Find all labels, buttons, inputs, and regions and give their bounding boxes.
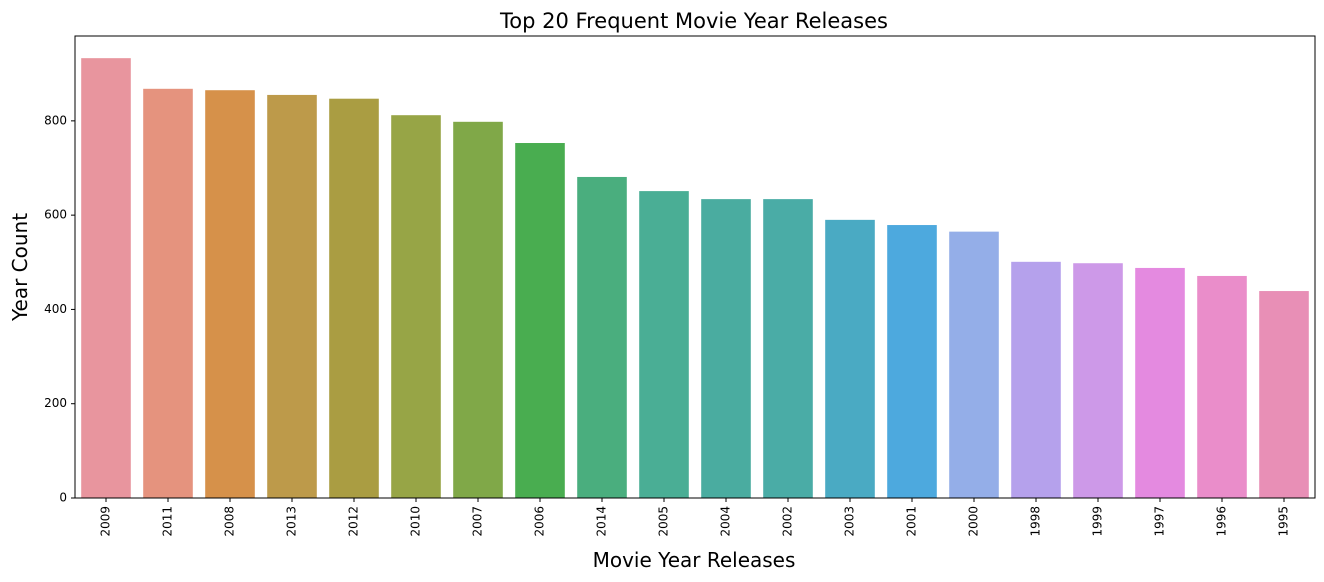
x-tick-label: 2006 bbox=[533, 506, 547, 537]
bar-2008 bbox=[205, 90, 255, 498]
bar-1995 bbox=[1259, 291, 1309, 498]
x-tick-label: 2004 bbox=[719, 506, 733, 537]
bar-2011 bbox=[143, 88, 193, 499]
plot-frame bbox=[74, 35, 1316, 499]
x-tick-label: 2011 bbox=[161, 506, 175, 537]
x-tick-label: 2005 bbox=[657, 506, 671, 537]
x-tick-label: 2003 bbox=[843, 506, 857, 537]
x-tick-label: 1999 bbox=[1091, 506, 1105, 537]
y-tick-label: 800 bbox=[44, 113, 67, 127]
y-tick-label: 400 bbox=[44, 302, 67, 316]
bar-2000 bbox=[949, 231, 999, 498]
x-tick-label: 1996 bbox=[1215, 506, 1229, 537]
bar-1998 bbox=[1011, 261, 1061, 498]
bar-2010 bbox=[391, 115, 441, 498]
x-tick-label: 2002 bbox=[781, 506, 795, 537]
bar-2004 bbox=[701, 199, 751, 498]
y-tick-label: 600 bbox=[44, 208, 67, 222]
bar-2013 bbox=[267, 94, 317, 498]
x-tick-label: 1995 bbox=[1277, 506, 1291, 537]
bar-1997 bbox=[1135, 267, 1185, 498]
x-tick-label: 2000 bbox=[967, 506, 981, 537]
x-tick-label: 2014 bbox=[595, 506, 609, 537]
y-tick-label: 0 bbox=[59, 491, 67, 505]
bar-2002 bbox=[763, 199, 813, 498]
bar-2006 bbox=[515, 143, 565, 498]
x-axis: 2009 2011 2008 2013 2012 2010 2007 2006 2014 2005… bbox=[99, 498, 1291, 537]
bars-group bbox=[81, 58, 1309, 499]
x-tick-label: 1997 bbox=[1153, 506, 1167, 537]
bar-2003 bbox=[825, 219, 875, 498]
x-tick-label: 2009 bbox=[99, 506, 113, 537]
x-tick-label: 1998 bbox=[1029, 506, 1043, 537]
bar-2005 bbox=[639, 191, 689, 498]
y-axis-title: Year Count bbox=[8, 213, 32, 322]
x-tick-label: 2001 bbox=[905, 506, 919, 537]
x-tick-label: 2008 bbox=[223, 506, 237, 537]
bar-2001 bbox=[887, 225, 937, 499]
x-tick-label: 2007 bbox=[471, 506, 485, 537]
x-tick-label: 2012 bbox=[347, 506, 361, 537]
bar-2007 bbox=[453, 121, 503, 499]
y-axis: 0 200 400 600 800 bbox=[44, 113, 75, 505]
bar-1999 bbox=[1073, 263, 1123, 498]
chart-title: Top 20 Frequent Movie Year Releases bbox=[499, 9, 888, 33]
x-tick-label: 2013 bbox=[285, 506, 299, 537]
bar-2009 bbox=[81, 58, 131, 499]
y-tick-label: 200 bbox=[44, 396, 67, 410]
x-tick-label: 2010 bbox=[409, 506, 423, 537]
bar-2012 bbox=[329, 98, 379, 498]
bar-1996 bbox=[1197, 275, 1247, 498]
x-axis-title: Movie Year Releases bbox=[593, 548, 796, 572]
bar-2014 bbox=[577, 176, 627, 498]
